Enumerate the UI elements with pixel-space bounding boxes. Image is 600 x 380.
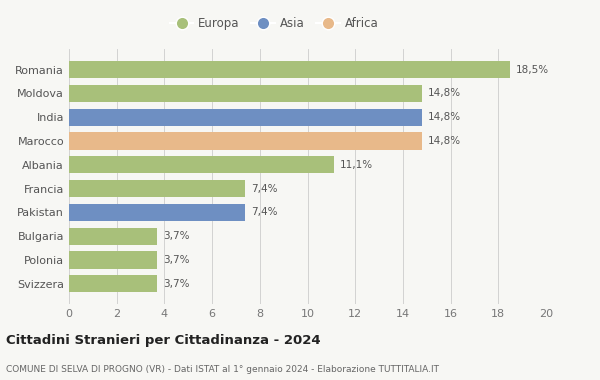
Text: 18,5%: 18,5% — [516, 65, 550, 74]
Bar — [69, 109, 422, 126]
Text: COMUNE DI SELVA DI PROGNO (VR) - Dati ISTAT al 1° gennaio 2024 - Elaborazione TU: COMUNE DI SELVA DI PROGNO (VR) - Dati IS… — [6, 365, 439, 374]
Text: Cittadini Stranieri per Cittadinanza - 2024: Cittadini Stranieri per Cittadinanza - 2… — [6, 334, 320, 347]
Bar — [69, 61, 510, 78]
Text: 7,4%: 7,4% — [251, 207, 278, 217]
Text: 3,7%: 3,7% — [163, 255, 190, 265]
Bar — [69, 275, 157, 293]
Bar — [69, 132, 422, 150]
Text: 7,4%: 7,4% — [251, 184, 278, 193]
Text: 14,8%: 14,8% — [428, 112, 461, 122]
Text: 3,7%: 3,7% — [163, 231, 190, 241]
Text: 14,8%: 14,8% — [428, 136, 461, 146]
Text: 3,7%: 3,7% — [163, 279, 190, 289]
Bar — [69, 180, 245, 197]
Bar — [69, 252, 157, 269]
Bar — [69, 228, 157, 245]
Text: 11,1%: 11,1% — [340, 160, 373, 170]
Bar — [69, 85, 422, 102]
Bar — [69, 156, 334, 173]
Legend: Europa, Asia, Africa: Europa, Asia, Africa — [165, 12, 383, 35]
Text: 14,8%: 14,8% — [428, 89, 461, 98]
Bar — [69, 204, 245, 221]
